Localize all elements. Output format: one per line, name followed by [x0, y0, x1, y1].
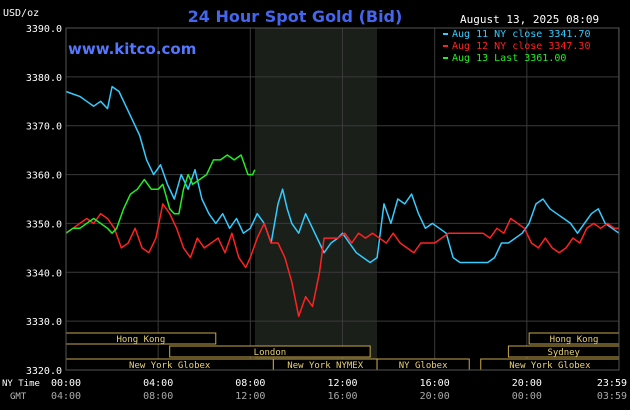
- nymex-session-highlight: [254, 28, 378, 370]
- x-tick-gmt-5: 00:00: [512, 391, 542, 402]
- session-label-7: New York Globex: [509, 361, 591, 371]
- unit-label: USD/oz: [3, 8, 39, 19]
- legend-swatch-2: [443, 57, 448, 59]
- legend-entry-2: Aug 13 Last 3361.00: [452, 53, 566, 64]
- series-line-1: [65, 203, 619, 318]
- session-label-3: New York NYMEX: [287, 361, 363, 371]
- x-tick-ny-1: 04:00: [143, 378, 173, 389]
- y-tick-label-2: 3340.0: [26, 268, 62, 279]
- plot-border: [65, 27, 620, 371]
- legend-entry-1: Aug 12 NY close 3347.30: [452, 41, 590, 52]
- legend: Aug 11 NY close 3341.70 Aug 12 NY close …: [443, 29, 590, 64]
- session-label-4: NY Globex: [399, 361, 448, 371]
- market-sessions: Hong Kong London New York Globex New York N…: [65, 332, 620, 371]
- x-tick-ny-5: 20:00: [512, 378, 542, 389]
- x-tick-ny-2: 08:00: [235, 378, 265, 389]
- legend-swatch-0: [443, 33, 448, 35]
- x-tick-gmt-4: 20:00: [420, 391, 450, 402]
- session-label-0: Hong Kong: [116, 335, 165, 345]
- chart-title: 24 Hour Spot Gold (Bid): [188, 7, 403, 26]
- x-tick-gmt-6: 03:59: [597, 391, 627, 402]
- y-tick-label-4: 3360.0: [26, 171, 62, 182]
- timestamp: August 13, 2025 08:09: [460, 13, 599, 26]
- session-bar-1: [169, 345, 371, 358]
- legend-entry-0: Aug 11 NY close 3341.70: [452, 29, 590, 40]
- y-tick-label-5: 3370.0: [26, 122, 62, 133]
- y-tick-label-3: 3350.0: [26, 219, 62, 230]
- y-tick-label-1: 3330.0: [26, 317, 62, 328]
- session-label-5: Hong Kong: [550, 335, 599, 345]
- x-tick-ny-6: 23:59: [597, 378, 627, 389]
- x-tick-ny-4: 16:00: [420, 378, 450, 389]
- x-tick-gmt-0: 04:00: [51, 391, 81, 402]
- session-label-6: Sydney: [547, 348, 580, 358]
- y-tick-label-6: 3380.0: [26, 73, 62, 84]
- gmt-label: GMT: [10, 392, 27, 402]
- y-tick-label-7: 3390.0: [26, 24, 62, 35]
- plot-area: Hong Kong London New York Globex New York N…: [65, 27, 620, 371]
- session-label-1: London: [254, 348, 287, 358]
- y-tick-label-0: 3320.0: [26, 366, 62, 377]
- x-tick-ny-3: 12:00: [327, 378, 357, 389]
- price-series: [65, 85, 620, 318]
- x-axis-labels: NY Time GMT 00:00 04:00 04:00 08:00 08:00 12:…: [2, 378, 627, 402]
- ny-time-label: NY Time: [2, 379, 40, 389]
- legend-swatch-1: [443, 45, 448, 47]
- session-label-2: New York Globex: [129, 361, 211, 371]
- y-axis-ticks: 3320.0 3330.0 3340.0 3350.0 3360.0 3370.0 3380…: [26, 24, 62, 377]
- x-tick-ny-0: 00:00: [51, 378, 81, 389]
- x-tick-gmt-1: 08:00: [143, 391, 173, 402]
- series-line-2: [65, 154, 256, 234]
- x-tick-gmt-3: 16:00: [327, 391, 357, 402]
- site-watermark: www.kitco.com: [68, 40, 196, 58]
- x-tick-gmt-2: 12:00: [235, 391, 265, 402]
